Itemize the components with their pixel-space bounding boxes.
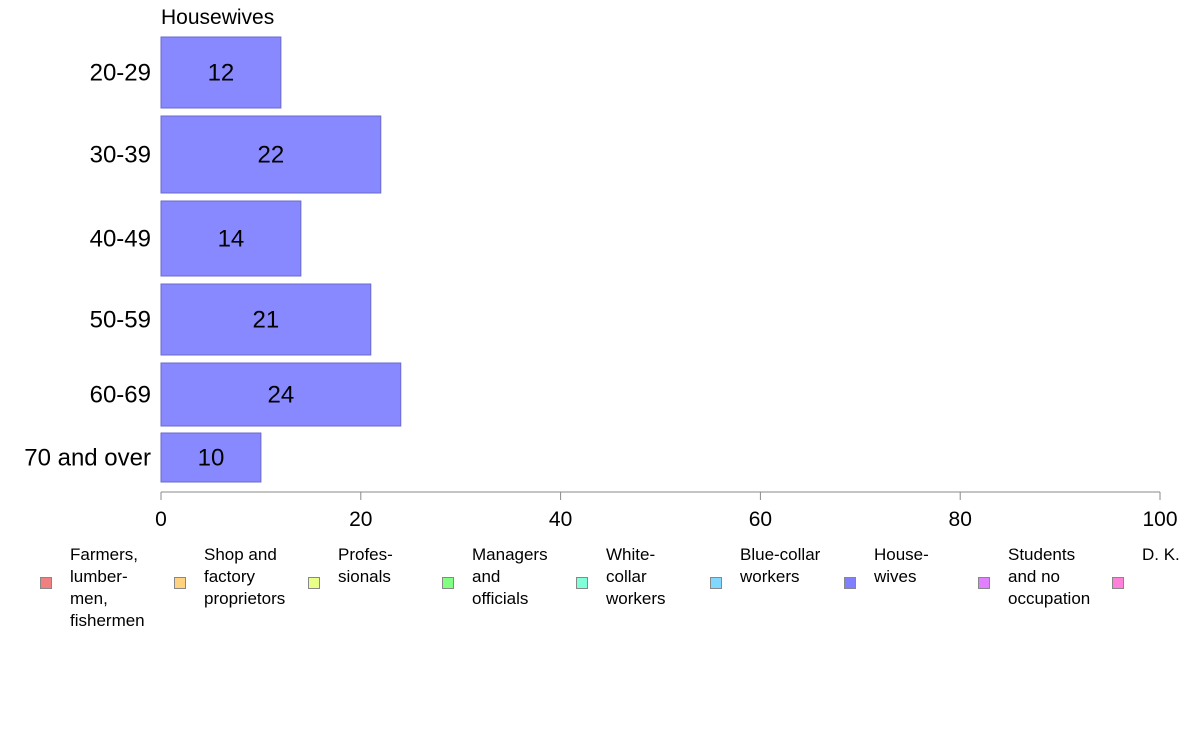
category-label: 70 and over (24, 445, 151, 472)
legend-swatch (576, 577, 588, 589)
legend-item: Blue-collar workers (710, 544, 820, 589)
legend-item: D. K. (1112, 544, 1180, 589)
legend-swatch (710, 577, 722, 589)
legend-swatch (174, 577, 186, 589)
legend-item: Students and no occupation (978, 544, 1090, 610)
category-label: 50-59 (90, 307, 151, 334)
legend-label: D. K. (1142, 545, 1180, 564)
legend-swatch (1112, 577, 1124, 589)
bar-2 (160, 200, 302, 277)
legend-item: Shop and factory proprietors (174, 544, 285, 610)
legend-label: Shop and factory proprietors (204, 545, 286, 608)
bar-3 (160, 283, 372, 356)
x-tick-label: 0 (155, 508, 167, 531)
legend-label: Profes- sionals (338, 545, 393, 586)
chart-title: Housewives (161, 6, 274, 29)
bar-chart: Housewives 12 20-29 22 30-39 14 40-49 21 50-59 2… (24, 6, 1177, 531)
bar-1 (160, 115, 382, 194)
bar-0 (160, 36, 282, 109)
bar-value-label: 21 (253, 307, 280, 334)
legend-item: Farmers, lumber- men, fishermen (40, 544, 145, 632)
category-label: 20-29 (90, 60, 151, 87)
legend-label: White- collar workers (606, 545, 666, 608)
x-tick-label: 20 (349, 508, 372, 531)
legend-swatch (40, 577, 52, 589)
x-tick-label: 40 (549, 508, 572, 531)
bar-value-label: 24 (268, 382, 295, 409)
legend-label: Farmers, lumber- men, fishermen (70, 545, 145, 630)
legend-label: House- wives (874, 545, 929, 586)
x-tick-label: 60 (749, 508, 772, 531)
bar-value-label: 12 (208, 60, 235, 87)
bar-value-label: 22 (258, 142, 285, 169)
legend-item: House- wives (844, 544, 929, 589)
category-label: 40-49 (90, 226, 151, 253)
legend-item: White- collar workers (576, 544, 666, 610)
category-label: 60-69 (90, 382, 151, 409)
legend-swatch (308, 577, 320, 589)
bar-4 (160, 362, 402, 427)
legend-item: Managers and officials (442, 544, 548, 610)
legend-label: Managers and officials (472, 545, 548, 608)
bar-value-label: 14 (218, 226, 245, 253)
legend-item: Profes- sionals (308, 544, 393, 589)
legend-swatch (978, 577, 990, 589)
x-tick-label: 100 (1142, 508, 1177, 531)
legend-swatch (442, 577, 454, 589)
legend-label: Blue-collar workers (740, 545, 821, 586)
x-tick-label: 80 (949, 508, 972, 531)
category-label: 30-39 (90, 142, 151, 169)
bar-value-label: 10 (198, 445, 225, 472)
legend-swatch (844, 577, 856, 589)
legend-label: Students and no occupation (1008, 545, 1091, 608)
bar-5 (160, 432, 262, 483)
